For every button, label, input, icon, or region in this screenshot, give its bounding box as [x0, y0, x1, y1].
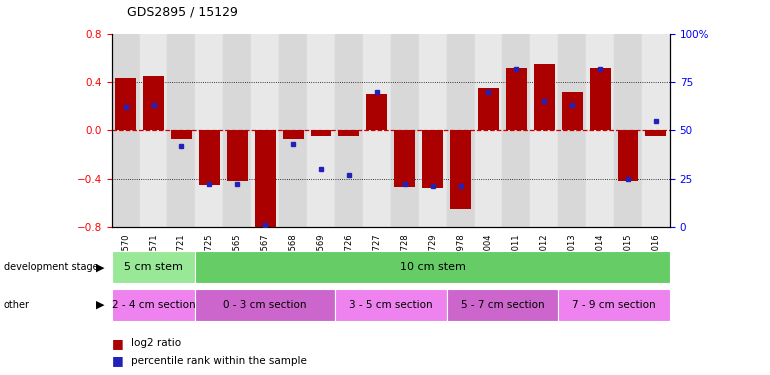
Bar [363, 34, 391, 227]
Bar [112, 251, 196, 283]
Bar [394, 130, 415, 187]
Bar [335, 289, 447, 321]
Bar [506, 68, 527, 130]
Bar [558, 34, 586, 227]
Text: development stage: development stage [4, 262, 99, 272]
Bar [478, 88, 499, 130]
Bar [419, 34, 447, 227]
Bar [223, 34, 251, 227]
Text: ■: ■ [112, 354, 123, 367]
Bar [614, 34, 642, 227]
Bar [558, 289, 670, 321]
Text: 5 cm stem: 5 cm stem [124, 262, 183, 272]
Bar [112, 289, 196, 321]
Bar [199, 130, 219, 184]
Bar [112, 34, 139, 227]
Bar [562, 92, 583, 130]
Bar [450, 130, 471, 209]
Bar [139, 34, 168, 227]
Text: 0 - 3 cm section: 0 - 3 cm section [223, 300, 307, 310]
Bar [116, 78, 136, 130]
Bar [474, 34, 502, 227]
Bar [586, 34, 614, 227]
Text: 5 - 7 cm section: 5 - 7 cm section [460, 300, 544, 310]
Bar [168, 34, 196, 227]
Bar [143, 76, 164, 130]
Bar [251, 34, 279, 227]
Bar [390, 34, 419, 227]
Bar [502, 34, 531, 227]
Bar [447, 34, 474, 227]
Bar [196, 251, 670, 283]
Bar [642, 34, 670, 227]
Text: GDS2895 / 15129: GDS2895 / 15129 [127, 6, 238, 19]
Text: 3 - 5 cm section: 3 - 5 cm section [349, 300, 433, 310]
Bar [447, 289, 558, 321]
Bar [171, 130, 192, 139]
Bar [335, 34, 363, 227]
Bar [422, 130, 443, 188]
Bar [534, 64, 554, 130]
Bar [645, 130, 666, 136]
Bar [196, 34, 223, 227]
Bar [279, 34, 307, 227]
Text: 2 - 4 cm section: 2 - 4 cm section [112, 300, 196, 310]
Bar [531, 34, 558, 227]
Bar [339, 130, 360, 136]
Text: ■: ■ [112, 337, 123, 350]
Text: percentile rank within the sample: percentile rank within the sample [131, 356, 306, 366]
Bar [283, 130, 303, 139]
Text: 7 - 9 cm section: 7 - 9 cm section [572, 300, 656, 310]
Bar [307, 34, 335, 227]
Text: ▶: ▶ [95, 300, 105, 310]
Bar [227, 130, 248, 181]
Bar [255, 130, 276, 227]
Text: 10 cm stem: 10 cm stem [400, 262, 466, 272]
Bar [367, 94, 387, 130]
Text: other: other [4, 300, 30, 310]
Bar [310, 130, 331, 136]
Bar [196, 289, 335, 321]
Bar [618, 130, 638, 181]
Text: ▶: ▶ [95, 262, 105, 272]
Bar [590, 68, 611, 130]
Text: log2 ratio: log2 ratio [131, 338, 181, 348]
